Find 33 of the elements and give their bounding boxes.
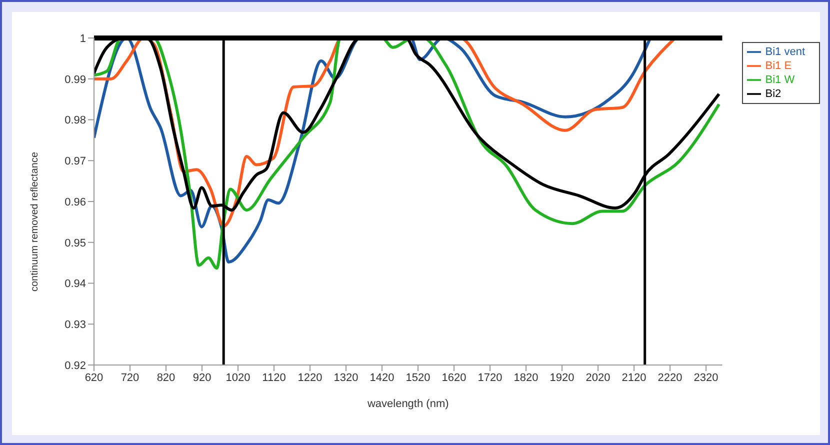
legend-label: Bi1 vent [765, 46, 805, 58]
y-tick-label: 0.92 [64, 360, 86, 372]
y-tick-label: 0.98 [64, 114, 86, 127]
x-tick-label: 1020 [226, 372, 250, 384]
x-axis-title: wavelength (nm) [366, 398, 449, 410]
x-tick-label: 2220 [658, 372, 682, 384]
legend-label: Bi1 E [765, 60, 792, 72]
x-tick-label: 1420 [370, 372, 394, 384]
legend-label: Bi1 W [765, 74, 795, 86]
y-tick-label: 0.99 [64, 74, 86, 86]
x-tick-label: 1220 [298, 372, 322, 384]
x-tick-label: 820 [156, 372, 176, 384]
x-tick-label: 620 [84, 372, 104, 384]
x-tick-label: 920 [192, 372, 212, 384]
legend-label: Bi2 [765, 88, 782, 100]
x-tick-label: 2020 [586, 372, 610, 384]
y-tick-label: 0.97 [64, 156, 86, 168]
y-tick-label: 0.95 [64, 237, 86, 250]
x-tick-label: 1120 [262, 372, 286, 384]
y-axis-title: continuum removed reflectance [30, 152, 41, 292]
y-tick-label: 0.94 [64, 278, 86, 290]
y-tick-label: 0.93 [64, 319, 86, 332]
x-tick-label: 1620 [442, 372, 466, 384]
x-tick-label: 1520 [406, 372, 430, 384]
x-tick-label: 2120 [622, 372, 646, 384]
x-tick-label: 720 [120, 372, 140, 384]
y-tick-label: 1 [80, 32, 86, 45]
x-tick-label: 1320 [334, 372, 358, 384]
x-tick-label: 2320 [694, 372, 718, 384]
x-tick-label: 1720 [478, 372, 502, 384]
x-tick-label: 1820 [514, 372, 538, 384]
y-tick-label: 0.96 [64, 196, 86, 208]
x-tick-label: 1920 [550, 372, 574, 384]
